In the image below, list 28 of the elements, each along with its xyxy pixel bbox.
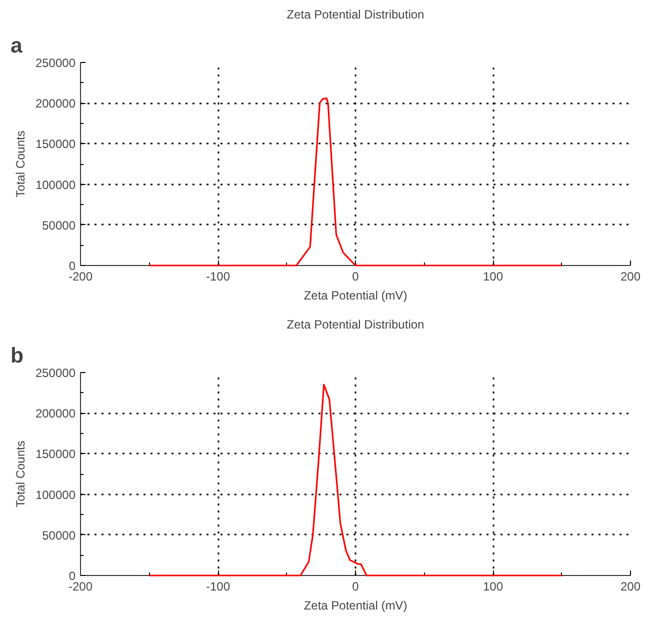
y-tick-label: 100000 — [35, 178, 76, 192]
x-tick-label: 200 — [620, 270, 641, 284]
line-series — [148, 384, 563, 576]
y-tick-label: 250000 — [35, 56, 76, 70]
y-tick-label: 100000 — [35, 488, 76, 502]
y-axis-title: Total Counts — [13, 440, 28, 508]
x-axis-title: Zeta Potential (mV) — [304, 598, 408, 612]
y-tick-label: 200000 — [35, 406, 76, 421]
y-tick-label: 50000 — [42, 218, 76, 232]
y-tick-label: 50000 — [42, 528, 76, 542]
x-tick-label: -100 — [206, 580, 230, 594]
y-tick-label: 150000 — [35, 137, 76, 152]
text: a — [10, 34, 22, 58]
y-tick-label: 150000 — [35, 447, 76, 462]
y-tick-label: 200000 — [35, 96, 76, 111]
chart-title: Zeta Potential Distribution — [286, 8, 424, 22]
x-axis-title: Zeta Potential (mV) — [304, 288, 408, 302]
x-tick-label: 100 — [482, 580, 504, 594]
chart-title: Zeta Potential Distribution — [286, 318, 424, 332]
x-tick-label: 0 — [352, 580, 360, 594]
x-tick-label: 100 — [482, 270, 504, 284]
text: b — [10, 344, 24, 368]
y-tick-label: 250000 — [35, 366, 76, 380]
x-tick-label: 200 — [620, 580, 641, 594]
x-tick-label: -100 — [206, 270, 230, 284]
x-tick-label: 0 — [352, 270, 360, 284]
y-axis-title: Total Counts — [13, 130, 28, 198]
line-series — [148, 97, 563, 266]
